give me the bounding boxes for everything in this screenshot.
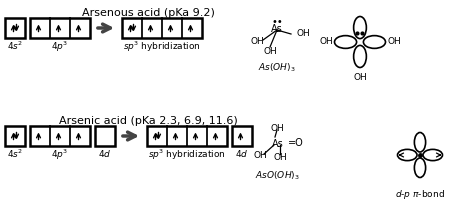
Ellipse shape: [335, 36, 356, 48]
Bar: [5, 126, 25, 146]
Text: $4s^2$: $4s^2$: [7, 148, 23, 160]
Text: =O: =O: [288, 138, 304, 148]
Ellipse shape: [414, 133, 426, 152]
Text: OH: OH: [353, 73, 367, 82]
Text: Arsenous acid (pKa 9.2): Arsenous acid (pKa 9.2): [82, 8, 214, 18]
Text: OH: OH: [319, 37, 333, 47]
Text: $4p^3$: $4p^3$: [51, 40, 69, 54]
Text: As: As: [271, 24, 283, 34]
Text: $4s^2$: $4s^2$: [7, 40, 23, 52]
Text: $d$-$p$ $\pi$-bond: $d$-$p$ $\pi$-bond: [395, 188, 445, 201]
Text: OH: OH: [387, 37, 401, 47]
Ellipse shape: [423, 149, 443, 161]
Ellipse shape: [354, 17, 366, 39]
Ellipse shape: [414, 158, 426, 177]
Text: OH: OH: [263, 47, 277, 56]
Bar: [95, 126, 115, 146]
Text: Arsenic acid (pKa 2.3, 6.9, 11.6): Arsenic acid (pKa 2.3, 6.9, 11.6): [59, 116, 237, 126]
Text: $4d$: $4d$: [98, 148, 112, 159]
Text: $4d$: $4d$: [235, 148, 249, 159]
Ellipse shape: [354, 45, 366, 67]
Bar: [122, 18, 202, 38]
Ellipse shape: [398, 149, 417, 161]
Text: $sp^3$ hybridization: $sp^3$ hybridization: [123, 40, 201, 54]
Text: OH: OH: [297, 30, 311, 39]
Text: OH: OH: [270, 124, 284, 133]
Text: $sp^3$ hybridization: $sp^3$ hybridization: [148, 148, 226, 162]
Text: OH: OH: [253, 151, 267, 161]
Text: $As(OH)_3$: $As(OH)_3$: [258, 61, 296, 73]
Text: As: As: [272, 139, 284, 149]
Bar: [30, 126, 90, 146]
Text: ••: ••: [271, 17, 283, 27]
Text: $4p^3$: $4p^3$: [51, 148, 69, 162]
Bar: [5, 18, 25, 38]
Text: OH: OH: [250, 37, 264, 47]
Ellipse shape: [364, 36, 385, 48]
Bar: [30, 18, 90, 38]
Bar: [147, 126, 227, 146]
Text: OH: OH: [273, 153, 287, 162]
Bar: [232, 126, 252, 146]
Text: $AsO(OH)_3$: $AsO(OH)_3$: [255, 169, 300, 181]
